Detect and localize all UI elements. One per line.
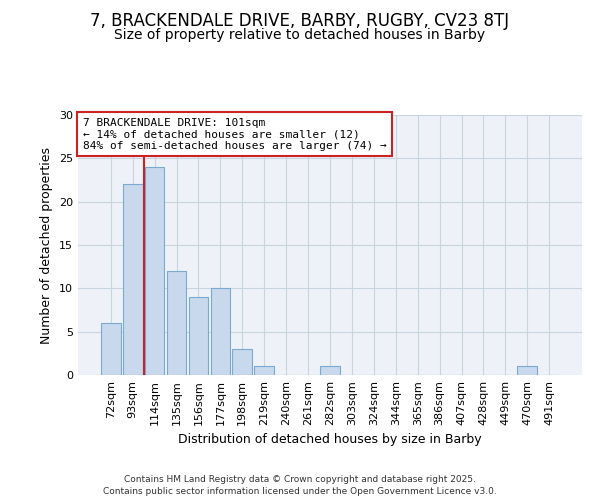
Text: Contains public sector information licensed under the Open Government Licence v3: Contains public sector information licen… [103, 488, 497, 496]
Bar [517, 366, 537, 375]
Bar [232, 349, 252, 375]
Y-axis label: Number of detached properties: Number of detached properties [40, 146, 53, 344]
Bar [145, 167, 164, 375]
Bar [254, 366, 274, 375]
Bar [188, 297, 208, 375]
Bar [211, 288, 230, 375]
Bar [320, 366, 340, 375]
Text: 7, BRACKENDALE DRIVE, BARBY, RUGBY, CV23 8TJ: 7, BRACKENDALE DRIVE, BARBY, RUGBY, CV23… [91, 12, 509, 30]
Text: 7 BRACKENDALE DRIVE: 101sqm
← 14% of detached houses are smaller (12)
84% of sem: 7 BRACKENDALE DRIVE: 101sqm ← 14% of det… [83, 118, 387, 151]
Bar [101, 323, 121, 375]
X-axis label: Distribution of detached houses by size in Barby: Distribution of detached houses by size … [178, 434, 482, 446]
Bar [123, 184, 143, 375]
Text: Size of property relative to detached houses in Barby: Size of property relative to detached ho… [115, 28, 485, 42]
Bar [167, 271, 187, 375]
Text: Contains HM Land Registry data © Crown copyright and database right 2025.: Contains HM Land Registry data © Crown c… [124, 475, 476, 484]
